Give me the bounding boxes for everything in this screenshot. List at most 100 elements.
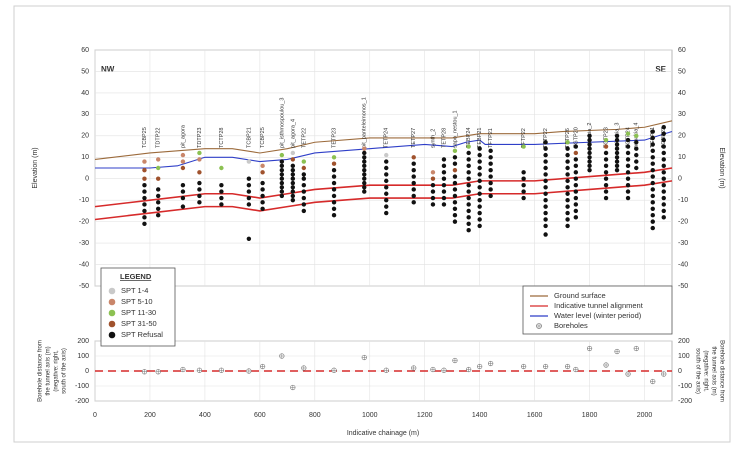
spt-point (650, 200, 655, 205)
spt-point (603, 170, 609, 175)
borehole-marker-cross (625, 371, 631, 377)
borehole-marker-cross (180, 367, 186, 372)
spt-point (466, 157, 471, 162)
y-tick-label: 60 (81, 47, 89, 54)
spt-point (573, 163, 579, 169)
borehole-name: TDTP22 (156, 128, 162, 148)
spt-point (362, 163, 367, 169)
spt-point (466, 182, 471, 188)
spt-point (477, 172, 482, 177)
spt-point (155, 165, 161, 171)
borehole-marker (218, 367, 224, 373)
borehole-name: pit_panteleimonos_1 (362, 97, 368, 148)
spt-point (441, 182, 447, 188)
legend-label: Water level (winter period) (554, 311, 642, 320)
spt-point (384, 152, 389, 158)
borehole-name: TFTP26 (565, 128, 571, 148)
spt-point (301, 159, 307, 164)
spt-point (477, 210, 482, 216)
spt-point (650, 213, 655, 218)
spt-point (290, 189, 296, 194)
spt-point (603, 189, 609, 194)
spt-point (466, 208, 471, 214)
spt-point (661, 170, 666, 175)
borehole-marker-cross (290, 385, 296, 390)
spt-point (362, 185, 367, 190)
borehole-marker (430, 366, 436, 373)
spt-point (142, 182, 147, 188)
spt-point (180, 204, 186, 209)
spt-point (331, 161, 337, 166)
spt-point (155, 157, 161, 162)
y2-axis-label: south of the axis) (62, 348, 68, 394)
borehole-name: TGTP20 (573, 127, 579, 148)
x-tick-label: 0 (93, 412, 97, 419)
spt-point (650, 219, 655, 224)
spt-point (219, 202, 224, 207)
spt-point (331, 155, 337, 160)
spt-point (661, 137, 666, 143)
spt-point (634, 152, 639, 158)
spt-point (362, 180, 367, 186)
y-axis-label: Elevation (m) (32, 147, 39, 188)
spt-point (384, 197, 389, 203)
spt-point (331, 180, 337, 186)
spt-point (452, 174, 458, 179)
spt-point (565, 152, 570, 158)
spt-point (260, 200, 265, 205)
borehole-marker-cross (565, 364, 570, 369)
spt-point (362, 146, 367, 151)
spt-point (488, 155, 493, 160)
spt-point (614, 150, 620, 156)
series-line (94, 167, 673, 208)
spt-point (246, 182, 252, 188)
borehole-marker-cross (411, 365, 417, 371)
spt-point (565, 185, 570, 190)
y-tick-label: -40 (79, 261, 89, 268)
borehole-marker-cross (301, 365, 307, 371)
spt-point (452, 167, 458, 173)
spt-point (565, 191, 570, 196)
spt-point (477, 159, 482, 164)
spt-point (661, 125, 666, 130)
spt-point (543, 159, 548, 164)
spt-point (246, 236, 252, 241)
x-tick-label: 1400 (472, 412, 488, 419)
spt-point (180, 152, 186, 158)
borehole-name: TFTP22 (521, 128, 527, 148)
spt-point (521, 170, 526, 175)
spt-point (543, 146, 548, 151)
borehole-marker (155, 369, 161, 375)
spt-point (180, 195, 186, 201)
spt-point (587, 137, 592, 143)
borehole-name: TETP22 (301, 128, 307, 148)
borehole-marker-cross (661, 371, 667, 377)
spt-point (625, 189, 631, 194)
spt-point (466, 215, 471, 220)
borehole-marker (452, 357, 458, 364)
y2-tick-label: -200 (678, 398, 692, 405)
spt-point (650, 174, 655, 179)
borehole-marker-cross (521, 364, 526, 369)
spt-point (246, 159, 252, 164)
spt-point (587, 163, 592, 169)
spt-point (301, 182, 307, 188)
spt-point (573, 208, 579, 214)
borehole-marker (290, 384, 296, 391)
spt-point (661, 157, 666, 162)
spt-point (155, 206, 161, 211)
y2-tick-label: 200 (678, 338, 690, 345)
borehole-marker-cross (488, 361, 493, 366)
series-line (94, 180, 673, 221)
legend-label: SPT 11-30 (121, 308, 156, 317)
spt-point (452, 187, 458, 192)
spt-point (279, 152, 285, 158)
spt-point (260, 180, 265, 186)
y-tick-label: 20 (81, 133, 89, 140)
spt-point (142, 208, 147, 214)
spt-point (488, 161, 493, 166)
spt-point (260, 206, 265, 211)
spt-point (488, 148, 493, 154)
borehole-name: synth_2 (430, 129, 436, 148)
spt-point (219, 165, 224, 171)
